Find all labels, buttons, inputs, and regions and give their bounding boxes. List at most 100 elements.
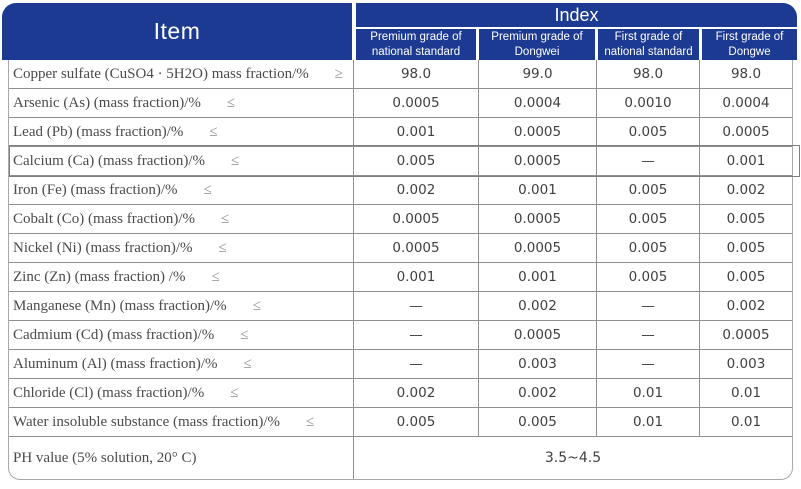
row-item-label: Water insoluble substance (mass fraction…: [9, 408, 353, 436]
table-row: Zinc (Zn) (mass fraction) /% ≤0.001 0.001 0…: [9, 262, 792, 291]
comparator-symbol: ≤: [209, 123, 218, 140]
value-cell: 0.005: [596, 205, 699, 233]
table-row: Arsenic (As) (mass fraction)/% ≤0.0005 0.0…: [9, 88, 792, 117]
item-text: Nickel (Ni) (mass fraction)/%: [13, 239, 193, 256]
item-text: Calcium (Ca) (mass fraction)/%: [13, 152, 206, 169]
table-header: Item Index Premium grade of national sta…: [2, 3, 797, 60]
item-header-cell: Item: [2, 3, 352, 60]
table-row-selected: Calcium (Ca) (mass fraction)/% ≤0.005 0.00…: [9, 145, 800, 177]
value-cell: —: [353, 292, 478, 320]
item-text: Cadmium (Cd) (mass fraction)/%: [13, 326, 215, 343]
row-item-label: Nickel (Ni) (mass fraction)/% ≤: [9, 234, 353, 262]
column-header-first-national: First grade of national standard: [598, 29, 699, 60]
row-item-label: Aluminum (Al) (mass fraction)/% ≤: [9, 350, 353, 378]
comparator-symbol: ≤: [306, 413, 315, 430]
table-row: Iron (Fe) (mass fraction)/% ≤0.002 0.001 0.…: [9, 175, 792, 204]
item-text: Iron (Fe) (mass fraction)/%: [13, 181, 178, 198]
table-row: Lead (Pb) (mass fraction)/% ≤0.001 0.0005 0…: [9, 117, 792, 146]
item-text: Lead (Pb) (mass fraction)/%: [13, 123, 184, 140]
value-cell: 0.002: [353, 176, 478, 204]
comparator-symbol: ≤: [203, 181, 212, 198]
index-header-label: Index: [554, 4, 599, 25]
value-cell: 0.005: [478, 408, 596, 436]
value-cell: 0.005: [353, 147, 478, 175]
value-cell: 0.0005: [353, 205, 478, 233]
table-body-frame: Copper sulfate (CuSO4 · 5H2O) mass fract…: [8, 60, 800, 480]
value-cell: —: [596, 321, 699, 349]
comparator-symbol: ≤: [221, 210, 230, 227]
value-cell: 0.01: [596, 408, 699, 436]
row-item-label: Cadmium (Cd) (mass fraction)/% ≤: [9, 321, 353, 349]
value-cell: 0.001: [478, 263, 596, 291]
value-cell: 0.0005: [478, 234, 596, 262]
table-row: Cadmium (Cd) (mass fraction)/% ≤ —0.0005—0…: [9, 320, 792, 349]
ph-value-row: PH value (5% solution, 20° C) 3.5~4.5: [9, 436, 792, 479]
value-cell: 98.0: [353, 60, 478, 88]
value-cell: 0.005: [596, 263, 699, 291]
comparator-symbol: ≥: [334, 65, 344, 82]
value-cell: 0.005: [596, 176, 699, 204]
value-cell: 0.005: [699, 234, 792, 262]
index-header-cell: Index: [356, 3, 797, 28]
value-cell: 0.01: [596, 379, 699, 407]
value-cell: 0.001: [699, 147, 792, 175]
row-item-label: Lead (Pb) (mass fraction)/% ≤: [9, 118, 353, 146]
value-cell: 0.001: [478, 176, 596, 204]
comparator-symbol: ≤: [226, 94, 236, 111]
column-header-premium-dongwei: Premium grade of Dongwei: [479, 29, 595, 60]
ph-row-label: PH value (5% solution, 20° C): [13, 449, 197, 466]
value-cell: 0.01: [699, 379, 792, 407]
item-text: Manganese (Mn) (mass fraction)/%: [13, 297, 227, 314]
value-cell: 0.0005: [353, 89, 478, 117]
value-cell: 0.002: [353, 379, 478, 407]
value-cell: 0.0004: [478, 89, 596, 117]
comparator-symbol: ≤: [230, 384, 239, 401]
table-body: Copper sulfate (CuSO4 · 5H2O) mass fract…: [9, 60, 800, 436]
value-cell: 98.0: [699, 60, 792, 88]
value-cell: 0.0005: [478, 321, 596, 349]
value-cell: 0.01: [699, 408, 792, 436]
value-cell: —: [596, 147, 699, 175]
item-text: Zinc (Zn) (mass fraction) /%: [13, 268, 186, 285]
table-row: Nickel (Ni) (mass fraction)/% ≤0.0005 0.00…: [9, 233, 792, 262]
comparator-symbol: ≤: [218, 239, 227, 256]
table-row: Manganese (Mn) (mass fraction)/% ≤ —0.002—…: [9, 291, 792, 320]
table-row: Aluminum (Al) (mass fraction)/% ≤ —0.003—0…: [9, 349, 792, 378]
item-text: Arsenic (As) (mass fraction)/%: [13, 94, 201, 111]
item-header-label: Item: [153, 18, 201, 44]
value-cell: 0.005: [596, 118, 699, 146]
value-cell: 0.002: [699, 292, 792, 320]
row-item-label: Iron (Fe) (mass fraction)/% ≤: [9, 176, 353, 204]
comparator-symbol: ≤: [211, 268, 220, 285]
row-item-label: Copper sulfate (CuSO4 · 5H2O) mass fract…: [9, 60, 353, 88]
row-item-label: Manganese (Mn) (mass fraction)/% ≤: [9, 292, 353, 320]
index-header-area: Index Premium grade of national standard…: [356, 3, 797, 60]
value-cell: —: [353, 321, 478, 349]
value-cell: 0.005: [596, 234, 699, 262]
table-row: Copper sulfate (CuSO4 · 5H2O) mass fract…: [9, 60, 792, 88]
value-cell: 0.0004: [699, 89, 792, 117]
row-item-label: Calcium (Ca) (mass fraction)/% ≤: [9, 147, 353, 175]
value-cell: 0.002: [478, 292, 596, 320]
value-cell: 98.0: [596, 60, 699, 88]
comparator-symbol: ≤: [240, 326, 249, 343]
value-cell: 0.001: [353, 263, 478, 291]
table-row: Chloride (Cl) (mass fraction)/% ≤0.002 0.0…: [9, 378, 792, 407]
value-cell: 0.0005: [353, 234, 478, 262]
value-cell: 0.0005: [478, 147, 596, 175]
value-cell: 0.0005: [699, 118, 792, 146]
column-header-first-dongwei: First grade of Dongwe: [702, 29, 797, 60]
value-cell: 0.003: [699, 350, 792, 378]
value-cell: 0.001: [353, 118, 478, 146]
value-cell: 0.002: [699, 176, 792, 204]
table-row: Cobalt (Co) (mass fraction)/% ≤0.0005 0.00…: [9, 204, 792, 233]
value-cell: —: [353, 350, 478, 378]
item-text: Copper sulfate (CuSO4 · 5H2O) mass fract…: [13, 65, 309, 82]
value-cell: —: [596, 292, 699, 320]
comparator-symbol: ≤: [252, 297, 261, 314]
value-cell: 0.0005: [699, 321, 792, 349]
item-text: Aluminum (Al) (mass fraction)/%: [13, 355, 218, 372]
grade-column-headers: Premium grade of national standard Premi…: [356, 29, 797, 60]
column-header-premium-national: Premium grade of national standard: [356, 29, 476, 60]
